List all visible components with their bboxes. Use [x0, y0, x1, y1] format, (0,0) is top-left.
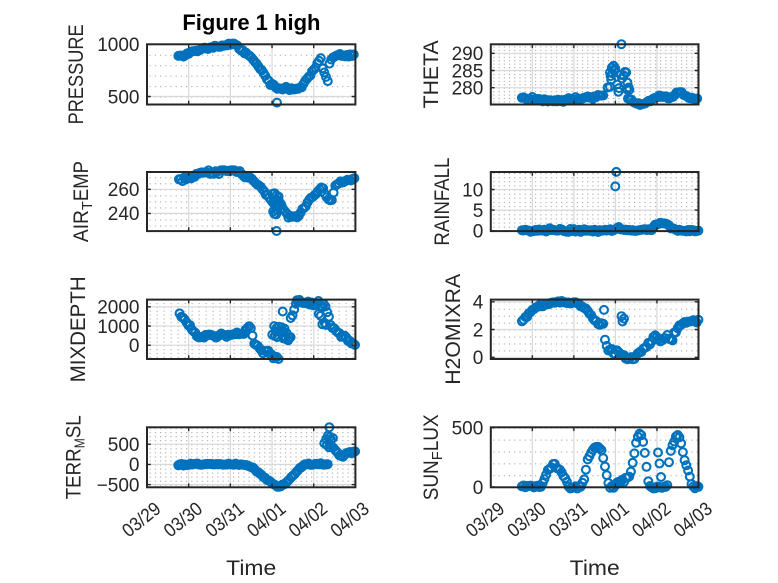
- svg-text:RAINFALL: RAINFALL: [431, 158, 454, 246]
- svg-text:H2OMIXRA: H2OMIXRA: [442, 274, 465, 385]
- svg-text:Time: Time: [226, 557, 276, 580]
- svg-text:0: 0: [473, 478, 484, 499]
- svg-text:Figure 1 high: Figure 1 high: [182, 10, 320, 35]
- svg-text:280: 280: [452, 79, 484, 100]
- svg-text:0: 0: [129, 336, 140, 357]
- svg-text:290: 290: [452, 44, 484, 65]
- svg-text:1000: 1000: [97, 35, 139, 56]
- svg-text:2000: 2000: [97, 298, 139, 319]
- svg-text:Time: Time: [570, 557, 620, 580]
- svg-text:0: 0: [129, 455, 140, 476]
- svg-text:4: 4: [473, 293, 484, 314]
- svg-text:THETA: THETA: [420, 40, 443, 108]
- svg-text:240: 240: [108, 204, 140, 225]
- svg-text:285: 285: [452, 61, 484, 82]
- svg-text:0: 0: [473, 222, 484, 243]
- svg-text:1000: 1000: [97, 317, 139, 338]
- svg-text:TERRMSL: TERRMSL: [63, 415, 89, 499]
- svg-text:260: 260: [108, 180, 140, 201]
- svg-text:500: 500: [452, 419, 484, 440]
- svg-text:500: 500: [108, 87, 140, 108]
- svg-text:−500: −500: [97, 475, 140, 496]
- svg-text:5: 5: [473, 201, 484, 222]
- svg-text:2: 2: [473, 320, 484, 341]
- svg-text:SUNFLUX: SUNFLUX: [420, 414, 446, 500]
- svg-text:PRESSURE: PRESSURE: [65, 24, 88, 124]
- svg-text:AIRTEMP: AIRTEMP: [70, 161, 96, 242]
- svg-text:MIXDEPTH: MIXDEPTH: [67, 276, 90, 382]
- svg-text:500: 500: [108, 435, 140, 456]
- svg-text:0: 0: [473, 348, 484, 369]
- svg-text:10: 10: [462, 180, 483, 201]
